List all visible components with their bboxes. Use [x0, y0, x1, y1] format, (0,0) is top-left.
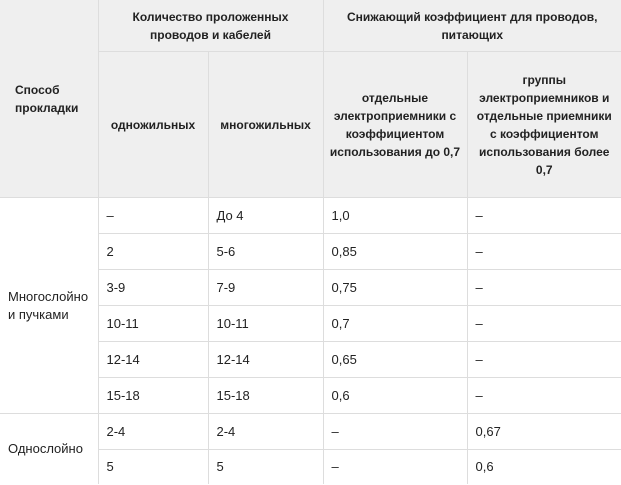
single-core-cell: – — [98, 197, 209, 234]
single-core-cell: 2-4 — [98, 413, 209, 450]
single-core-cell: 2 — [98, 233, 209, 270]
coef-separate-cell: 1,0 — [323, 197, 468, 234]
header-count-group: Количество проложенных проводов и кабеле… — [98, 0, 324, 52]
single-core-cell: 12-14 — [98, 341, 209, 378]
coef-separate-cell: 0,85 — [323, 233, 468, 270]
coef-groups-cell: – — [467, 269, 621, 306]
table-body: Многослойно и пучками – До 4 1,0 – 2 5-6… — [0, 197, 621, 484]
header-multi-core: многожильных — [208, 51, 324, 198]
multi-core-cell: До 4 — [208, 197, 324, 234]
method-cell: Многослойно и пучками — [0, 197, 99, 414]
coef-separate-cell: 0,6 — [323, 377, 468, 414]
table-row: 10-11 10-11 0,7 – — [0, 305, 621, 342]
coef-groups-cell: 0,67 — [467, 413, 621, 450]
single-core-cell: 10-11 — [98, 305, 209, 342]
multi-core-cell: 7-9 — [208, 269, 324, 306]
table-row: 2 5-6 0,85 – — [0, 233, 621, 270]
multi-core-cell: 5 — [208, 449, 324, 484]
coef-separate-cell: 0,75 — [323, 269, 468, 306]
coef-groups-cell: – — [467, 197, 621, 234]
multi-core-cell: 2-4 — [208, 413, 324, 450]
table-row: 15-18 15-18 0,6 – — [0, 377, 621, 414]
multi-core-cell: 12-14 — [208, 341, 324, 378]
method-cell: Однослойно — [0, 413, 99, 484]
header-single-core: одножильных — [98, 51, 209, 198]
header-method: Способ прокладки — [0, 0, 99, 198]
header-coef-group: Снижающий коэффициент для проводов, пита… — [323, 0, 621, 52]
single-core-cell: 5 — [98, 449, 209, 484]
table-row: 5 5 – 0,6 — [0, 449, 621, 484]
table-row: Однослойно 2-4 2-4 – 0,67 — [0, 413, 621, 484]
single-core-cell: 15-18 — [98, 377, 209, 414]
coef-groups-cell: – — [467, 233, 621, 270]
multi-core-cell: 5-6 — [208, 233, 324, 270]
table-header: Способ прокладки Количество проложенных … — [0, 0, 621, 198]
table-row: 3-9 7-9 0,75 – — [0, 269, 621, 306]
coef-groups-cell: 0,6 — [475, 459, 494, 474]
coef-groups-cell: – — [467, 341, 621, 378]
coef-groups-cell: – — [467, 305, 621, 342]
header-row-2: одножильных многожильных отдельные элект… — [0, 51, 621, 198]
coef-groups-cell: – — [467, 377, 621, 414]
coef-separate-cell: 0,65 — [323, 341, 468, 378]
header-row-1: Способ прокладки Количество проложенных … — [0, 0, 621, 198]
table-row: Многослойно и пучками – До 4 1,0 – — [0, 197, 621, 414]
multi-core-cell: 10-11 — [208, 305, 324, 342]
header-coef-groups: группы электроприемников и отдельные при… — [467, 51, 621, 198]
table-row: 12-14 12-14 0,65 – — [0, 341, 621, 378]
header-coef-separate: отдельные электроприемники с коэффициент… — [323, 51, 468, 198]
coef-separate-cell: – — [323, 413, 468, 450]
coef-separate-cell: – — [323, 449, 468, 484]
single-core-cell: 3-9 — [98, 269, 209, 306]
coef-separate-cell: 0,7 — [323, 305, 468, 342]
multi-core-cell: 15-18 — [208, 377, 324, 414]
